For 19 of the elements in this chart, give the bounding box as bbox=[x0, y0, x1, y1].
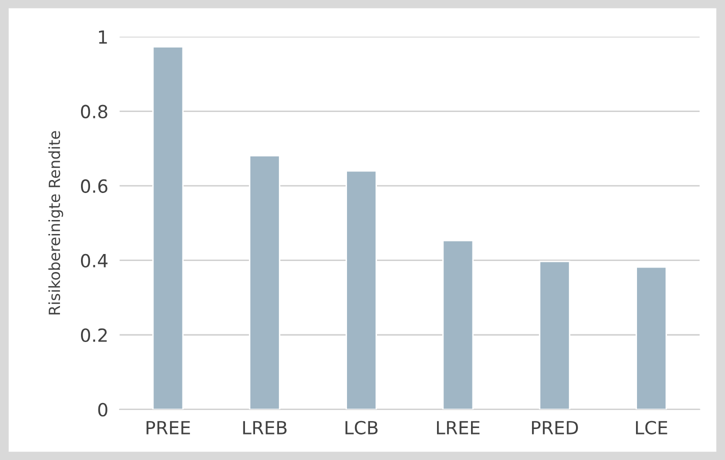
y-tick-label: 1 bbox=[99, 30, 107, 44]
y-axis-title: Risikobereinigte Rendite bbox=[48, 131, 64, 314]
y-tick-label: 0.8 bbox=[80, 104, 108, 118]
x-tick-label: PREE bbox=[146, 421, 190, 434]
x-tick-label: LCB bbox=[346, 420, 378, 434]
x-tick-label: PRED bbox=[532, 421, 578, 434]
x-tick-label: LREB bbox=[243, 421, 287, 434]
bar bbox=[248, 154, 280, 410]
bar bbox=[636, 266, 667, 410]
x-tick-label: LCE bbox=[636, 420, 668, 434]
bar bbox=[152, 46, 184, 410]
y-tick-label: 0 bbox=[98, 402, 108, 417]
y-tick-label: 0.2 bbox=[80, 328, 107, 342]
x-tick-label: LREE bbox=[437, 421, 480, 434]
bar bbox=[538, 260, 570, 410]
y-tick-label: 0.4 bbox=[80, 254, 108, 268]
bar bbox=[442, 240, 474, 410]
y-tick-label: 0.6 bbox=[80, 179, 108, 193]
bar bbox=[346, 170, 377, 410]
